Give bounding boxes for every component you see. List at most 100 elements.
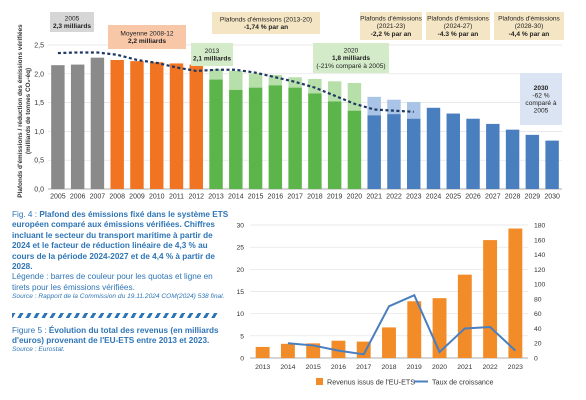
cap-bar xyxy=(288,87,302,189)
cap-bar-upper xyxy=(229,70,243,90)
x-tick-label: 2021 xyxy=(366,194,382,201)
x-tick-label: 2019 xyxy=(407,364,422,371)
right-tick-label: 100 xyxy=(534,282,546,289)
annotation-text: (2021-23) xyxy=(377,23,406,30)
annotation-text: 2013 xyxy=(205,48,220,55)
x-tick-label: 2017 xyxy=(287,194,303,201)
annotation-text: Moyenne 2008-12 xyxy=(120,30,173,37)
annotation-text: 1,8 milliards xyxy=(332,55,370,62)
figure-5-title: Évolution du total des revenus (en milli… xyxy=(12,325,219,346)
cap-bar-upper xyxy=(209,69,223,80)
right-tick-label: 40 xyxy=(534,326,542,333)
cap-bar xyxy=(466,118,480,189)
annotation-text: -4,4 % par an xyxy=(509,31,550,38)
cap-bar-upper xyxy=(248,73,263,88)
cap-bar-upper xyxy=(407,102,421,119)
right-tick-label: 20 xyxy=(534,341,542,348)
x-tick-label: 2016 xyxy=(268,194,284,201)
cap-bar-upper xyxy=(347,83,362,111)
cap-bar xyxy=(367,115,381,189)
cap-bar xyxy=(268,85,283,189)
x-tick-label: 2010 xyxy=(149,194,165,201)
cap-bar-upper xyxy=(288,77,302,88)
y-tick-label: 0,5 xyxy=(34,158,44,165)
annotation-text: -2,2 % par an xyxy=(371,31,412,38)
y-tick-label: 1,0 xyxy=(34,129,44,136)
x-tick-label: 2014 xyxy=(280,364,295,371)
left-tick-label: 15 xyxy=(236,289,244,296)
cap-bar xyxy=(189,64,203,189)
figure-4-title: Plafond des émissions fixé dans le systè… xyxy=(12,210,229,272)
cap-bar xyxy=(327,101,342,189)
annotation-text: 2030 xyxy=(534,85,549,92)
cap-bar xyxy=(505,129,520,189)
revenue-bar xyxy=(255,346,270,358)
annotation-text: -62 % xyxy=(532,92,549,99)
revenue-bar xyxy=(407,301,422,358)
x-tick-label: 2022 xyxy=(483,364,498,371)
x-tick-label: 2020 xyxy=(432,364,447,371)
x-tick-label: 2016 xyxy=(331,364,346,371)
cap-bar xyxy=(446,113,460,189)
revenue-bar xyxy=(432,298,447,358)
y-tick-label: 0,0 xyxy=(34,187,44,194)
revenue-bar xyxy=(483,240,498,358)
cap-bar xyxy=(169,63,184,189)
x-tick-label: 2007 xyxy=(90,194,106,201)
cap-bar xyxy=(209,79,223,189)
x-tick-label: 2005 xyxy=(50,194,66,201)
x-tick-label: 2018 xyxy=(381,364,396,371)
cap-bar xyxy=(387,114,401,189)
annotation-text: 2,1 milliards xyxy=(193,56,231,63)
left-tick-label: 25 xyxy=(236,245,244,252)
left-tick-label: 10 xyxy=(236,311,244,318)
x-tick-label: 2015 xyxy=(306,364,321,371)
annotation-text: 2,3 milliards xyxy=(53,23,91,30)
annotation-text: 2005 xyxy=(534,108,549,115)
captions: Fig. 4 : Plafond des émissions fixé dans… xyxy=(12,210,232,355)
figure-5-prefix: Figure 5 : xyxy=(12,325,49,335)
cap-bar xyxy=(308,93,322,189)
revenue-bar xyxy=(457,274,472,358)
legend-label-revenue: Revenus issus de l'EU-ETS xyxy=(327,378,415,387)
annotation-text: (-21% comparé à 2005) xyxy=(316,63,385,70)
x-tick-label: 2020 xyxy=(347,194,363,201)
revenue-bar xyxy=(280,343,295,358)
cap-bar xyxy=(407,118,421,189)
x-tick-label: 2023 xyxy=(508,364,523,371)
revenue-bar xyxy=(331,340,346,358)
x-tick-label: 2006 xyxy=(70,194,86,201)
revenue-bar xyxy=(382,327,396,358)
annotation-box xyxy=(360,12,422,40)
x-tick-label: 2014 xyxy=(228,194,244,201)
cap-bar-upper xyxy=(367,96,381,116)
figure-5-source: Source : Eurostat. xyxy=(12,346,65,354)
left-tick-label: 0 xyxy=(240,356,244,363)
cap-bar xyxy=(347,110,362,189)
annotation-box xyxy=(108,25,186,49)
figure-4-prefix: Fig. 4 : xyxy=(12,210,40,219)
x-tick-label: 2013 xyxy=(255,364,270,371)
verified-emissions-line xyxy=(57,51,414,113)
cap-bar-upper xyxy=(308,78,322,94)
cap-bar xyxy=(90,57,105,190)
annotation-text: (2028-30) xyxy=(515,23,544,30)
x-tick-label: 2022 xyxy=(386,194,402,201)
figure-4-source: Source : Rapport de la Commission du 19.… xyxy=(12,293,225,301)
x-tick-label: 2024 xyxy=(426,194,442,201)
cap-bar xyxy=(70,64,85,189)
x-tick-label: 2019 xyxy=(327,194,343,201)
revenue-bar xyxy=(508,228,523,358)
cap-bar xyxy=(525,134,540,189)
cap-bar xyxy=(110,59,124,190)
x-tick-label: 2027 xyxy=(485,194,501,201)
figure-4-caption: Fig. 4 : Plafond des émissions fixé dans… xyxy=(12,210,232,272)
y-tick-label: 2,5 xyxy=(34,43,44,50)
x-tick-label: 2018 xyxy=(307,194,323,201)
cap-bar-upper xyxy=(327,81,342,102)
revenue-chart: 0 5 10 15 20 25 30 0 20 40 60 80 100 120 140 160 180 2013… xyxy=(236,223,546,387)
right-tick-label: 160 xyxy=(534,237,546,244)
hatched-divider xyxy=(12,312,218,318)
x-tick-label: 2009 xyxy=(129,194,145,201)
